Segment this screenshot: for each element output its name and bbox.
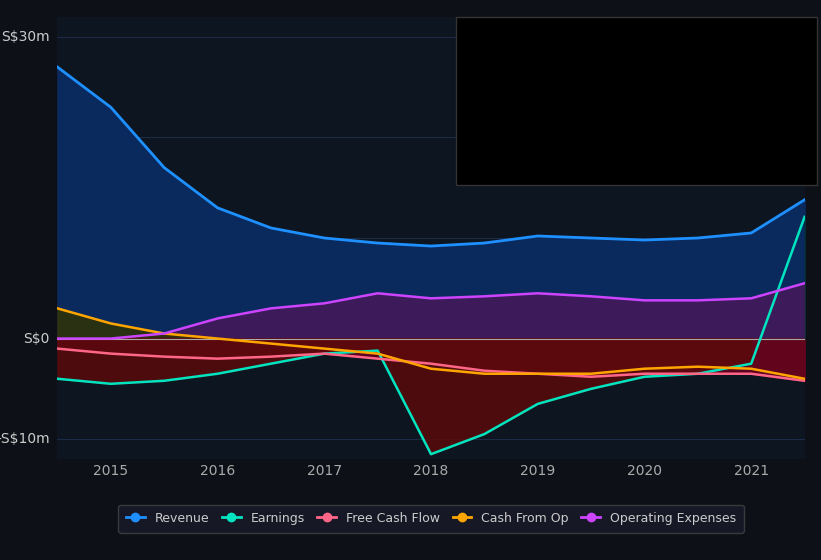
Text: Jun 30 2021: Jun 30 2021 [464, 22, 548, 35]
Text: S$5.060m: S$5.060m [620, 152, 686, 165]
Text: /yr: /yr [672, 110, 691, 123]
Text: -S$3.985m: -S$3.985m [620, 131, 691, 144]
Text: S$0: S$0 [24, 332, 50, 346]
Text: Earnings: Earnings [464, 67, 516, 80]
Text: /yr: /yr [666, 152, 686, 165]
Text: /yr: /yr [672, 67, 691, 80]
Text: Cash From Op: Cash From Op [464, 131, 546, 144]
Text: S$30m: S$30m [2, 30, 50, 44]
Text: S$12.127m: S$12.127m [620, 67, 694, 80]
Text: Revenue: Revenue [464, 46, 516, 59]
Text: Operating Expenses: Operating Expenses [464, 152, 583, 165]
Text: /yr: /yr [672, 46, 691, 59]
Text: 87.9%: 87.9% [620, 88, 661, 101]
Text: profit margin: profit margin [649, 88, 731, 101]
Text: /yr: /yr [672, 131, 691, 144]
Text: Free Cash Flow: Free Cash Flow [464, 110, 553, 123]
Text: -S$10m: -S$10m [0, 432, 50, 446]
Text: -S$4.239m: -S$4.239m [620, 110, 690, 123]
Text: S$13.790m: S$13.790m [620, 46, 694, 59]
Legend: Revenue, Earnings, Free Cash Flow, Cash From Op, Operating Expenses: Revenue, Earnings, Free Cash Flow, Cash … [118, 505, 744, 533]
